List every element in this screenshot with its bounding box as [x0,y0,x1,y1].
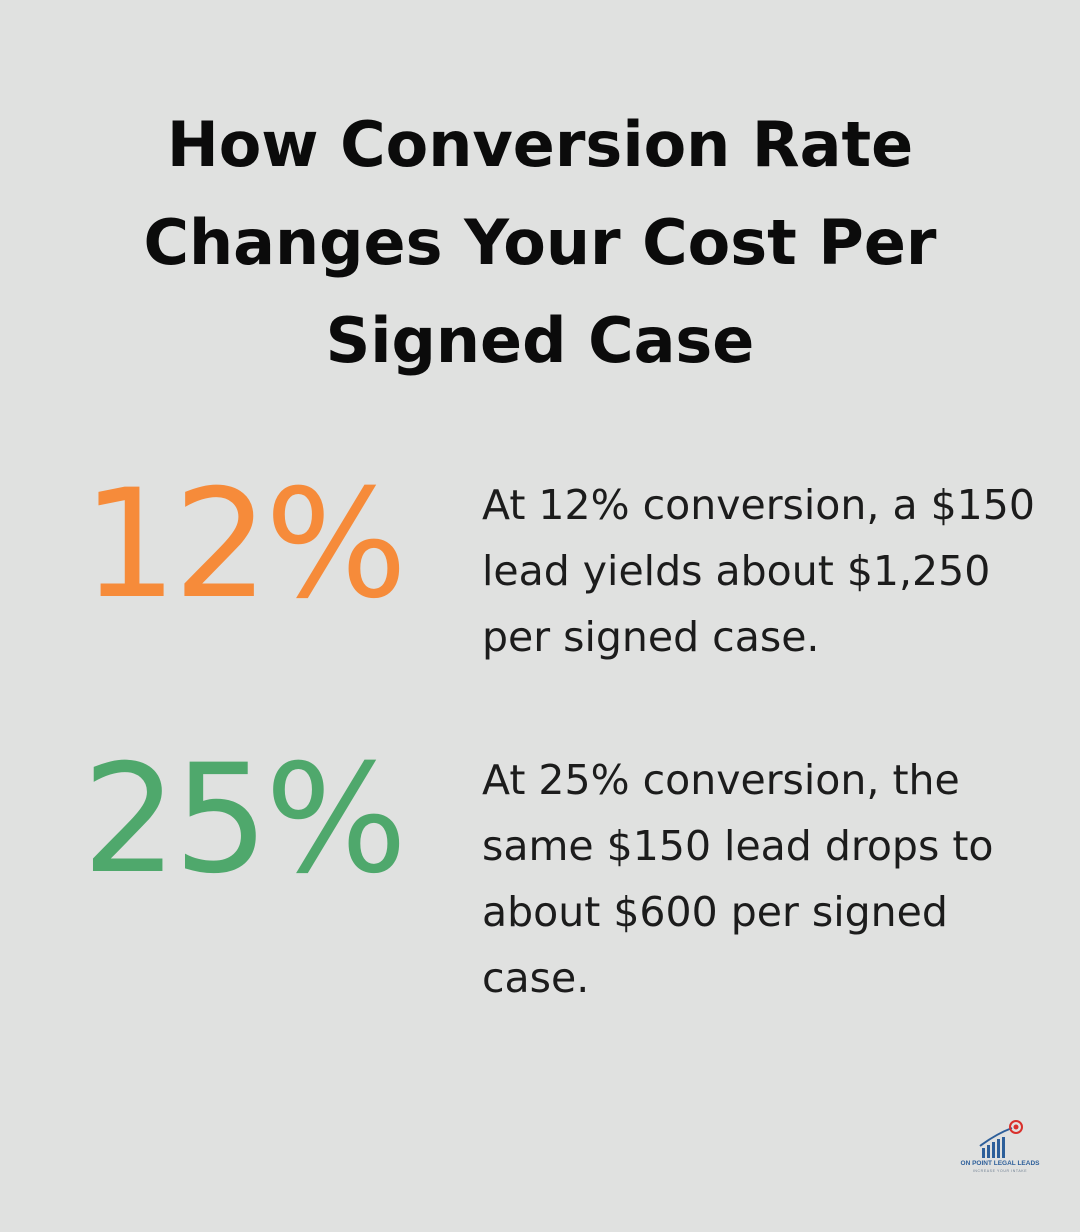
stat-value: 12% [82,458,407,632]
stat-value: 25% [82,733,407,907]
stat-description: At 12% conversion, a $150 lead yields ab… [482,481,1035,661]
brand-logo: ON POINT LEGAL LEADS INCREASE YOUR INTAK… [958,1120,1042,1180]
bar-chart-target-icon [979,1120,1023,1158]
stat-description: At 25% conversion, the same $150 lead dr… [482,756,994,1002]
logo-tagline: INCREASE YOUR INTAKE [972,1169,1028,1173]
logo-name: ON POINT LEGAL LEADS [960,1160,1040,1167]
page-title: How Conversion Rate Changes Your Cost Pe… [143,108,937,377]
stat-row-25-percent: 25% At 25% conversion, the same $150 lea… [0,745,1080,1015]
stat-row-12-percent: 12% At 12% conversion, a $150 lead yield… [0,470,1080,670]
